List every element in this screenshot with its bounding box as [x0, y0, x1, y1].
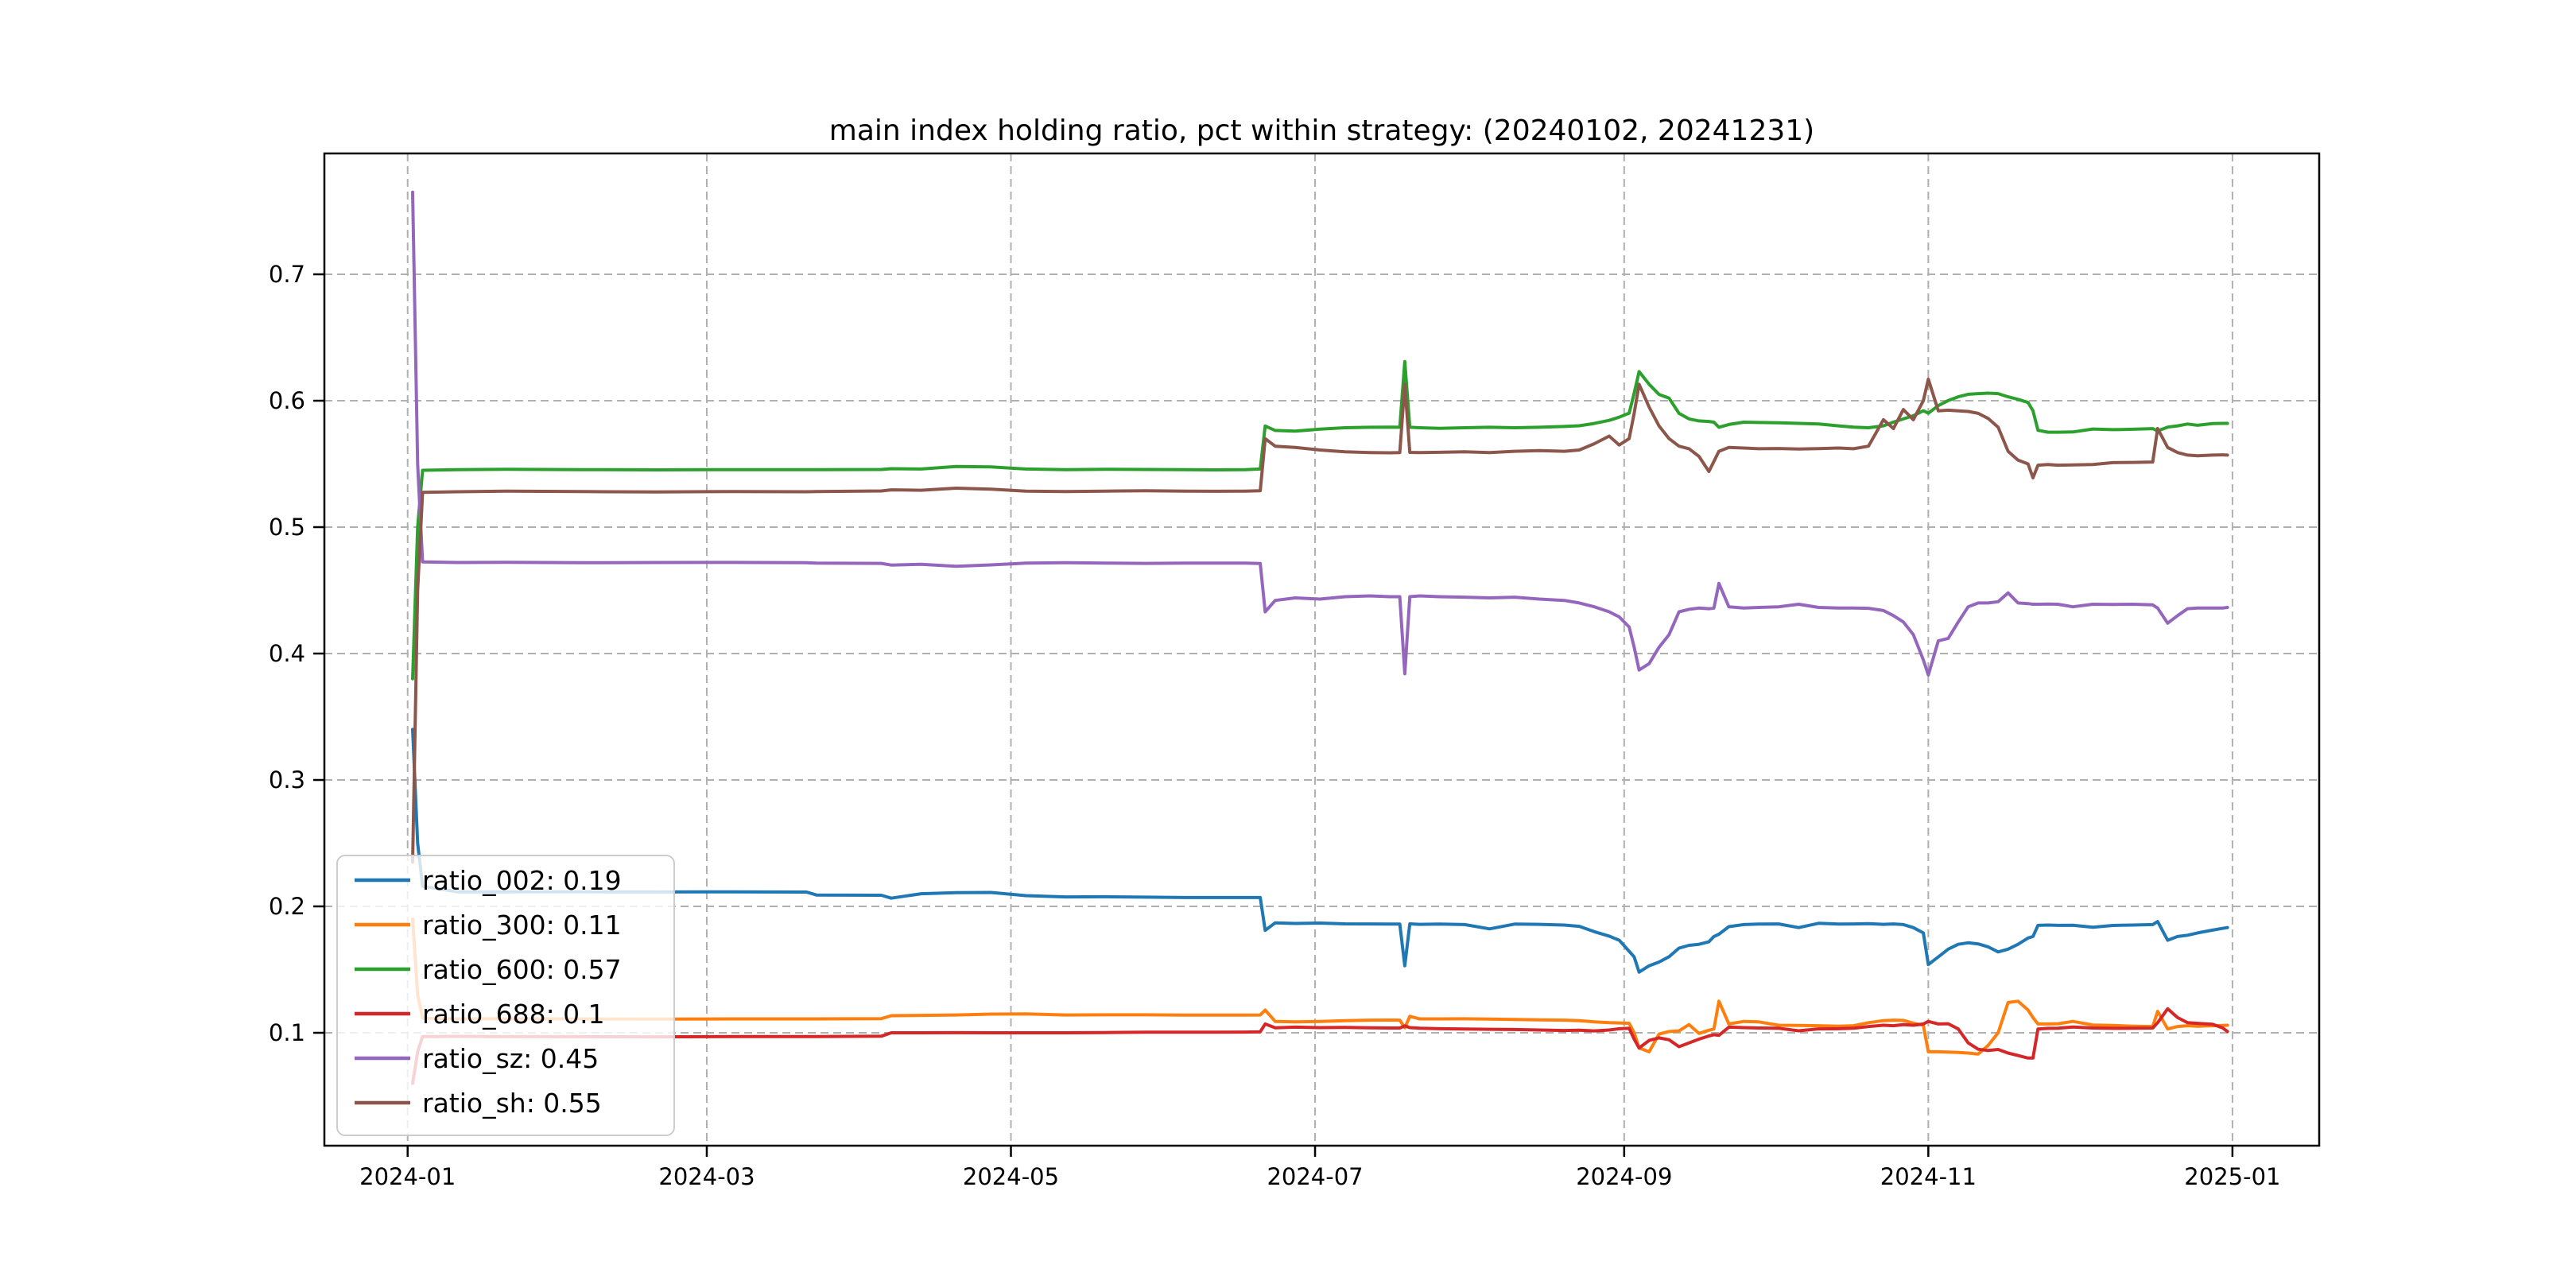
legend-label: ratio_688: 0.1 [422, 999, 605, 1030]
legend-item-ratio_600: ratio_600: 0.57 [355, 954, 622, 985]
series-line-ratio_688 [411, 1007, 2229, 1085]
series-line-ratio_002 [411, 727, 2229, 974]
y-tick-label: 0.2 [269, 893, 305, 920]
x-tick-label: 2024-05 [963, 1163, 1059, 1190]
axes-frame [323, 152, 2321, 1147]
legend-label: ratio_sh: 0.55 [422, 1088, 602, 1119]
y-tick-label: 0.4 [269, 640, 305, 667]
x-tick-label: 2024-09 [1576, 1163, 1672, 1190]
ticks: 2024-01 2024-03 2024-05 2024-07 2024-09 2024-… [269, 261, 2281, 1190]
y-tick-label: 0.1 [269, 1019, 305, 1046]
legend-label: ratio_002: 0.19 [422, 865, 622, 896]
series-line-ratio_sz [411, 190, 2229, 677]
legend-box [336, 855, 675, 1136]
x-tick-label: 2024-11 [1880, 1163, 1977, 1190]
y-tick-label: 0.5 [269, 514, 305, 541]
series-line-ratio_300 [411, 917, 2229, 1056]
x-tick-label: 2024-07 [1267, 1163, 1363, 1190]
series-line-ratio_sh [411, 378, 2229, 864]
legend-item-ratio_002: ratio_002: 0.19 [355, 865, 622, 896]
legend-item-ratio_sh: ratio_sh: 0.55 [355, 1088, 602, 1119]
x-tick-label: 2024-03 [658, 1163, 755, 1190]
legend-label: ratio_sz: 0.45 [422, 1043, 599, 1074]
series-line-ratio_600 [411, 359, 2229, 681]
legend-item-ratio_sz: ratio_sz: 0.45 [355, 1043, 599, 1074]
y-tick-label: 0.6 [269, 387, 305, 414]
legend-item-ratio_300: ratio_300: 0.11 [355, 910, 622, 941]
x-tick-label: 2025-01 [2184, 1163, 2280, 1190]
series-lines [411, 190, 2229, 1085]
legend-label: ratio_300: 0.11 [422, 910, 622, 941]
legend: ratio_002: 0.19 ratio_300: 0.11 ratio_600:… [336, 855, 675, 1136]
legend-label: ratio_600: 0.57 [422, 954, 622, 985]
x-tick-label: 2024-01 [359, 1163, 456, 1190]
y-tick-label: 0.7 [269, 261, 305, 288]
legend-item-ratio_688: ratio_688: 0.1 [355, 999, 605, 1030]
y-tick-label: 0.3 [269, 766, 305, 793]
chart-title: main index holding ratio, pct within str… [829, 114, 1814, 147]
